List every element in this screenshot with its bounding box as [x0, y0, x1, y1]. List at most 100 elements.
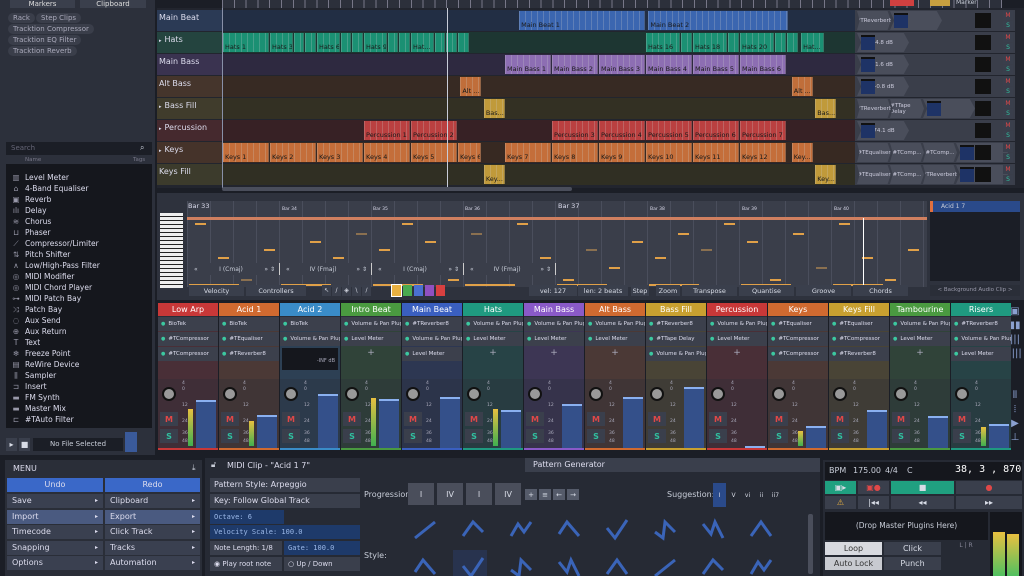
download-icon[interactable]: ⤓ — [192, 463, 196, 472]
channel-plugin[interactable]: #TCompressor — [768, 347, 828, 361]
pan-knob[interactable] — [650, 387, 664, 401]
menu-save[interactable]: Save ▸ — [7, 494, 103, 508]
channel-plugin[interactable]: Level Meter — [341, 332, 401, 346]
plugin-list-item[interactable]: ▣ Reverb — [6, 194, 152, 205]
plugin-slot[interactable]: #TReverber8 — [857, 11, 891, 30]
clip[interactable]: Percussion 3 — [552, 121, 598, 140]
solo-button[interactable]: S — [770, 429, 788, 443]
channel-plugin[interactable]: #TCompressor — [768, 332, 828, 346]
plugin-list-item[interactable]: ❄ Freeze Point — [6, 348, 152, 359]
plugin-list-item[interactable]: ◎ MIDI Modifier — [6, 271, 152, 282]
midi-note[interactable] — [241, 279, 252, 281]
vel-button[interactable]: vel: 127 — [529, 285, 577, 296]
menu-tracks[interactable]: Tracks ▸ — [105, 540, 200, 555]
auto-play-button[interactable]: ▣▸ — [825, 481, 856, 494]
plugin-slot[interactable]: #TReverber8 — [923, 165, 957, 184]
arpeggio-style-option[interactable] — [461, 557, 485, 576]
octave-slider[interactable]: Octave: 6 — [210, 510, 284, 524]
channel-plugin[interactable]: Volume & Pan Plugin — [890, 317, 950, 331]
midi-note[interactable] — [839, 223, 850, 225]
column-name[interactable]: Name — [25, 157, 42, 163]
progression-chord[interactable]: IV — [495, 483, 521, 505]
mute-button[interactable]: M — [1003, 33, 1013, 42]
gate-slider[interactable]: Gate: 100.0 — [284, 541, 360, 555]
clip[interactable] — [787, 33, 798, 52]
mute-button[interactable]: M — [892, 412, 910, 426]
channel-name[interactable]: Bass Fill — [646, 303, 706, 316]
note-color-swatch[interactable] — [403, 285, 412, 296]
channel-plugin[interactable]: #TEqualiser — [768, 317, 828, 331]
channel-plugin[interactable]: #TReverber8 — [219, 347, 279, 361]
channel-name[interactable]: Hats — [463, 303, 523, 316]
mute-button[interactable]: M — [587, 412, 605, 426]
midi-note[interactable] — [333, 257, 344, 259]
clip[interactable]: Percussion 5 — [646, 121, 692, 140]
track-header[interactable]: ▸ Bass Fill — [157, 98, 222, 119]
midi-note[interactable] — [218, 257, 229, 259]
position-display[interactable]: 38, 3 , 870 — [955, 464, 1022, 475]
midi-note[interactable] — [448, 279, 459, 281]
arpeggio-style-option[interactable] — [605, 519, 629, 541]
clip[interactable]: Main Bass 6 — [740, 55, 786, 74]
channel-plugin[interactable]: #TReverber8 — [402, 317, 462, 331]
style-scrollbar[interactable] — [808, 514, 813, 574]
clip[interactable] — [387, 33, 399, 52]
track-lane[interactable]: Hats 1 Hats 3 Hats 6 Hats 9 Hat... Hats 16 Hat… — [222, 32, 857, 53]
note-color-swatch[interactable] — [414, 285, 423, 296]
clip[interactable]: Alt ... — [460, 77, 482, 96]
channel-name[interactable]: Tambourine — [890, 303, 950, 316]
clip-list-item[interactable]: Acid 1 7 — [930, 201, 1020, 212]
progression-chord[interactable]: IV — [437, 483, 463, 505]
channel-plugin[interactable]: Volume & Pan Plugin — [341, 317, 401, 331]
add-plugin-button[interactable]: + — [489, 348, 497, 358]
solo-button[interactable]: S — [953, 429, 971, 443]
solo-button[interactable]: S — [160, 429, 178, 443]
clip[interactable]: Main Bass 2 — [552, 55, 598, 74]
midi-note[interactable] — [655, 257, 666, 259]
menu-click-track[interactable]: Click Track ▸ — [105, 525, 200, 539]
play-preview-button[interactable]: ▸ — [6, 438, 17, 451]
arpeggio-style-option[interactable] — [654, 558, 676, 576]
arpeggio-style-option[interactable] — [413, 557, 437, 575]
arpeggio-style-option[interactable] — [414, 520, 436, 540]
arpeggio-style-option[interactable] — [557, 556, 581, 576]
tab-pattern-generator[interactable]: Pattern Generator — [525, 458, 820, 472]
pan-knob[interactable] — [345, 387, 359, 401]
chord-prev-icon[interactable]: « — [378, 265, 382, 273]
clip[interactable]: Hat... — [411, 33, 434, 52]
clip[interactable]: Hats 18 — [693, 33, 728, 52]
plugin-slot[interactable]: #TComp... — [890, 143, 924, 162]
midi-note[interactable] — [471, 233, 482, 235]
clip[interactable]: Hats 16 — [646, 33, 681, 52]
punch-button[interactable]: Punch — [884, 557, 941, 570]
pan-knob[interactable] — [284, 387, 298, 401]
mute-button[interactable]: M — [1003, 165, 1013, 174]
note-color-swatch[interactable] — [436, 285, 445, 296]
track-lane[interactable]: Main Beat 1 Main Beat 2 — [222, 10, 857, 31]
record-marker-button[interactable] — [890, 0, 914, 6]
plugin-slot[interactable]: #TTape Delay — [890, 99, 924, 118]
background-audio-clip[interactable]: < Background Audio Clip > — [930, 285, 1020, 296]
fader-thumbnail[interactable] — [960, 145, 974, 160]
track-lane[interactable]: Percussion 1 Percussion 2 Percussion 3 Perc… — [222, 120, 857, 141]
midi-note[interactable] — [862, 257, 873, 259]
plugin-list-item[interactable]: ▤ ReWire Device — [6, 359, 152, 370]
add-plugin-button[interactable]: + — [733, 348, 741, 358]
volume-fader[interactable] — [623, 397, 643, 448]
tab-markers[interactable]: Markers — [10, 0, 75, 8]
time-signature[interactable]: 4/4 — [885, 466, 898, 475]
channel-plugin[interactable]: BioTek — [158, 317, 218, 331]
chord-block[interactable]: « I (Cmaj) » ⇕ — [190, 263, 280, 275]
fader-thumbnail[interactable] — [960, 167, 974, 182]
midi-note[interactable] — [770, 279, 781, 281]
chords-button[interactable]: Chords — [853, 285, 908, 296]
pan-knob[interactable] — [589, 387, 603, 401]
suggestion-chord[interactable]: vi — [744, 491, 751, 499]
channel-name[interactable]: Intro Beat — [341, 303, 401, 316]
solo-button[interactable]: S — [587, 429, 605, 443]
plugin-slot[interactable]: #TEqualiser — [857, 165, 891, 184]
expand-icon[interactable]: ▸ — [159, 38, 162, 44]
up-down-radio[interactable]: ○ Up / Down — [284, 557, 360, 571]
chord-note[interactable] — [465, 284, 515, 286]
clip[interactable]: Hats 3 — [270, 33, 293, 52]
